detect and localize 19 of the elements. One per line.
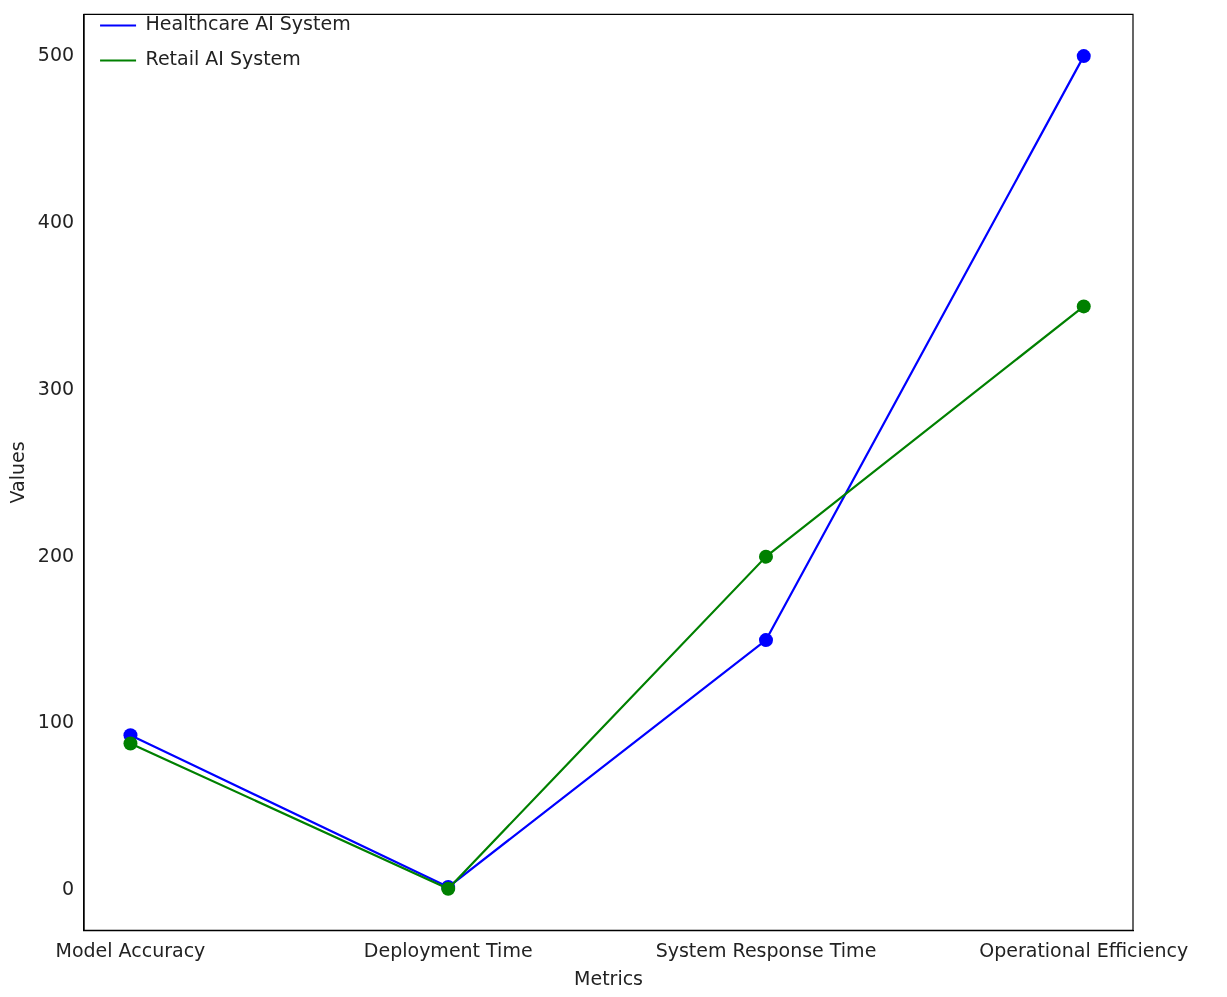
y-tick-label: 400 [37, 209, 75, 232]
point [1076, 299, 1091, 314]
y-tick-label: 200 [37, 543, 75, 566]
point [758, 549, 773, 564]
y-tick-label: 300 [37, 376, 75, 399]
point [1076, 49, 1091, 64]
x-tick-label: Deployment Time [363, 938, 533, 961]
point [123, 736, 138, 751]
x-tick-label: Model Accuracy [55, 938, 206, 961]
point [758, 633, 773, 648]
legend-label: Healthcare AI System [145, 12, 351, 35]
y-tick-label: 100 [37, 710, 75, 733]
x-axis-title: Metrics [574, 966, 644, 989]
y-tick-label: 500 [37, 43, 75, 66]
y-tick-label: 0 [61, 877, 75, 900]
x-tick-label: System Response Time [655, 938, 877, 961]
y-axis-title: Values [6, 441, 29, 504]
legend-label: Retail AI System [145, 47, 301, 70]
x-tick-label: Operational Efficiency [979, 938, 1189, 961]
